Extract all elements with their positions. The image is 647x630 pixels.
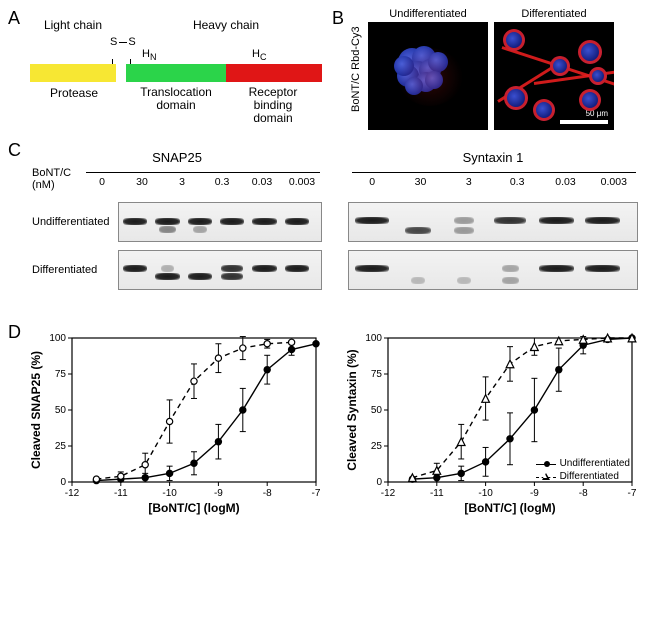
translocation-label: Translocationdomain — [126, 86, 226, 126]
panel-row-AB: A Light chain Heavy chain SS HN HC Prote… — [8, 8, 639, 134]
svg-text:50: 50 — [55, 405, 67, 416]
blot-row-label: Differentiated — [32, 264, 118, 276]
chart-legend: Undifferentiated Differentiated — [536, 456, 630, 482]
panel-A: Light chain Heavy chain SS HN HC Proteas… — [30, 18, 326, 126]
svg-text:-8: -8 — [579, 488, 588, 499]
panel-label-B: B — [332, 8, 344, 29]
svg-text:[BoNT/C] (logM): [BoNT/C] (logM) — [148, 501, 239, 515]
conc-value: 30 — [125, 176, 159, 188]
blot-row-label: Undifferentiated — [32, 216, 118, 228]
panel-D: D 0 25 50 75 100 -12 -11 -10 -9 -8 -7 Cleaved SNAP2… — [8, 322, 639, 522]
domain-seg-0 — [30, 64, 116, 82]
blot-block-syntaxin: Syntaxin 1 0 30 3 0.3 0.03 0.003 — [348, 150, 638, 290]
blot-title: SNAP25 — [32, 150, 322, 165]
micrograph-diff: 50 μm — [494, 22, 614, 130]
svg-text:-9: -9 — [530, 488, 539, 499]
svg-text:-12: -12 — [381, 488, 396, 499]
chart-syntaxin: 0 25 50 75 100 -12 -11 -10 -9 -8 -7 Cleaved Syntaxi… — [342, 330, 640, 516]
svg-text:0: 0 — [376, 477, 382, 488]
domain-bottom-labels: Protease Translocationdomain Receptorbin… — [30, 86, 326, 126]
svg-text:-11: -11 — [430, 488, 444, 499]
blot-strip — [118, 250, 322, 290]
micro-title-diff: Differentiated — [494, 8, 614, 20]
svg-text:0: 0 — [60, 477, 66, 488]
legend-diff: Differentiated — [536, 471, 630, 482]
svg-text:-12: -12 — [65, 488, 80, 499]
receptor-label: Receptorbindingdomain — [226, 86, 320, 126]
panel-label-D: D — [8, 322, 21, 343]
disulfide-label: SS — [110, 36, 137, 48]
chart-snap25: 0 25 50 75 100 -12 -11 -10 -9 -8 -7 Cleaved SNAP25 … — [26, 330, 324, 516]
svg-text:-10: -10 — [162, 488, 177, 499]
panel-label-A: A — [8, 8, 20, 29]
domain-seg-2 — [226, 64, 322, 82]
blot-title: Syntaxin 1 — [348, 150, 638, 165]
conc-value: 0.03 — [245, 176, 279, 188]
conc-value: 0 — [85, 176, 119, 188]
conc-value: 0.03 — [548, 176, 582, 188]
svg-text:-11: -11 — [114, 488, 128, 499]
svg-text:100: 100 — [49, 333, 66, 344]
svg-text:-7: -7 — [628, 488, 637, 499]
svg-text:100: 100 — [365, 333, 382, 344]
protease-label: Protease — [30, 86, 118, 126]
svg-text:-7: -7 — [312, 488, 321, 499]
domain-bar — [30, 64, 326, 82]
legend-undiff-label: Undifferentiated — [560, 458, 630, 469]
scalebar — [560, 120, 608, 124]
conc-value: 0.3 — [205, 176, 239, 188]
conc-value: 3 — [452, 176, 486, 188]
blot-block-snap25: SNAP25 BoNT/C(nM)0 30 3 0.3 0.03 0.003 Undiffer… — [32, 150, 322, 290]
legend-diff-label: Differentiated — [560, 471, 619, 482]
svg-text:-8: -8 — [263, 488, 272, 499]
svg-text:75: 75 — [371, 369, 383, 380]
legend-undiff: Undifferentiated — [536, 458, 630, 469]
svg-text:-10: -10 — [478, 488, 493, 499]
conc-value: 30 — [403, 176, 437, 188]
heavy-chain-label: Heavy chain — [126, 18, 326, 32]
svg-text:-9: -9 — [214, 488, 223, 499]
blot-strip — [348, 202, 638, 242]
domain-sub-labels: HN HC — [30, 48, 326, 62]
svg-text:50: 50 — [371, 405, 383, 416]
hc-label: HC — [252, 48, 266, 62]
svg-text:[BoNT/C] (logM): [BoNT/C] (logM) — [464, 501, 555, 515]
conc-value: 0.003 — [597, 176, 631, 188]
svg-text:25: 25 — [371, 441, 383, 452]
svg-text:Cleaved Syntaxin (%): Cleaved Syntaxin (%) — [345, 349, 359, 470]
light-chain-label: Light chain — [30, 18, 116, 32]
conc-value: 0 — [355, 176, 389, 188]
conc-value: 0.3 — [500, 176, 534, 188]
blot-strip — [348, 250, 638, 290]
micrograph-undiff — [368, 22, 488, 130]
svg-text:25: 25 — [55, 441, 67, 452]
panel-C: C SNAP25BoNT/C(nM)03030.30.030.003Undiff… — [8, 140, 639, 316]
micro-title-undiff: Undifferentiated — [368, 8, 488, 20]
conc-value: 0.003 — [285, 176, 319, 188]
panelB-y-label: BoNT/C Rbd-Cy3 — [348, 8, 364, 130]
conc-value: 3 — [165, 176, 199, 188]
figure: A Light chain Heavy chain SS HN HC Prote… — [8, 8, 639, 522]
chain-top-labels: Light chain Heavy chain — [30, 18, 326, 32]
svg-text:Cleaved SNAP25 (%): Cleaved SNAP25 (%) — [29, 351, 43, 469]
conc-label: BoNT/C(nM) — [32, 168, 82, 194]
panel-B: BoNT/C Rbd-Cy3 Undifferentiated Differen… — [348, 8, 638, 130]
domain-seg-1 — [126, 64, 226, 82]
blot-strip — [118, 202, 322, 242]
panel-label-C: C — [8, 140, 21, 161]
svg-text:75: 75 — [55, 369, 67, 380]
hn-label: HN — [142, 48, 156, 62]
